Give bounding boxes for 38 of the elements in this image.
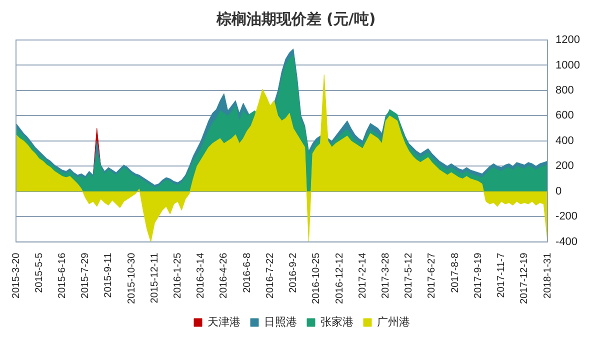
x-tick-label: 2015-5-5 (34, 252, 45, 293)
x-tick-label: 2015-12-11 (149, 252, 160, 304)
x-tick-label: 2017-6-27 (426, 252, 438, 298)
x-tick-label: 2015-9-11 (103, 252, 114, 298)
x-tick-label: 2016-12-12 (334, 252, 346, 304)
y-tick-label: -400 (556, 236, 578, 248)
chart-title: 棕榈油期现价差 (元/吨) (215, 10, 377, 29)
x-tick-label: 2015-3-20 (10, 252, 22, 298)
x-tick-label: 2016-7-22 (264, 252, 276, 298)
x-tick-label: 2016-1-25 (172, 252, 184, 298)
x-tick-label: 2017-5-12 (404, 252, 415, 298)
x-tick-label: 2016-4-26 (218, 252, 230, 298)
x-tick-label: 2017-3-28 (380, 252, 392, 298)
x-tick-label: 2017-12-19 (519, 252, 530, 304)
x-tick-label: 2015-7-29 (80, 252, 92, 298)
x-tick-label: 2016-3-14 (196, 252, 207, 298)
y-tick-label: 400 (556, 134, 574, 147)
y-tick-label: 800 (556, 84, 574, 96)
legend-label: 广州港 (377, 316, 410, 329)
x-tick-label: 2016-10-25 (311, 252, 322, 304)
y-tick-label: 600 (556, 110, 574, 122)
x-tick-label: 2017-2-14 (357, 252, 368, 298)
y-tick-label: 0 (556, 185, 562, 198)
y-tick-label: 1000 (556, 59, 580, 72)
x-tick-label: 2016-9-2 (288, 252, 300, 293)
y-tick-label: 200 (556, 160, 574, 172)
y-tick-label: 1200 (556, 34, 580, 46)
y-tick-label: -200 (556, 210, 578, 223)
x-tick-label: 2018-1-31 (542, 252, 554, 298)
legend-label: 张家港 (320, 316, 354, 329)
legend-label: 天津港 (208, 316, 240, 329)
x-tick-label: 2017-11-7 (496, 252, 508, 298)
legend-label: 日照港 (264, 316, 297, 329)
x-tick-label: 2015-6-16 (56, 252, 68, 298)
x-tick-label: 2017-9-19 (472, 252, 484, 298)
x-tick-label: 2016-6-8 (242, 252, 253, 293)
x-tick-label: 2015-10-30 (126, 252, 138, 304)
x-tick-label: 2017-8-8 (450, 252, 461, 293)
